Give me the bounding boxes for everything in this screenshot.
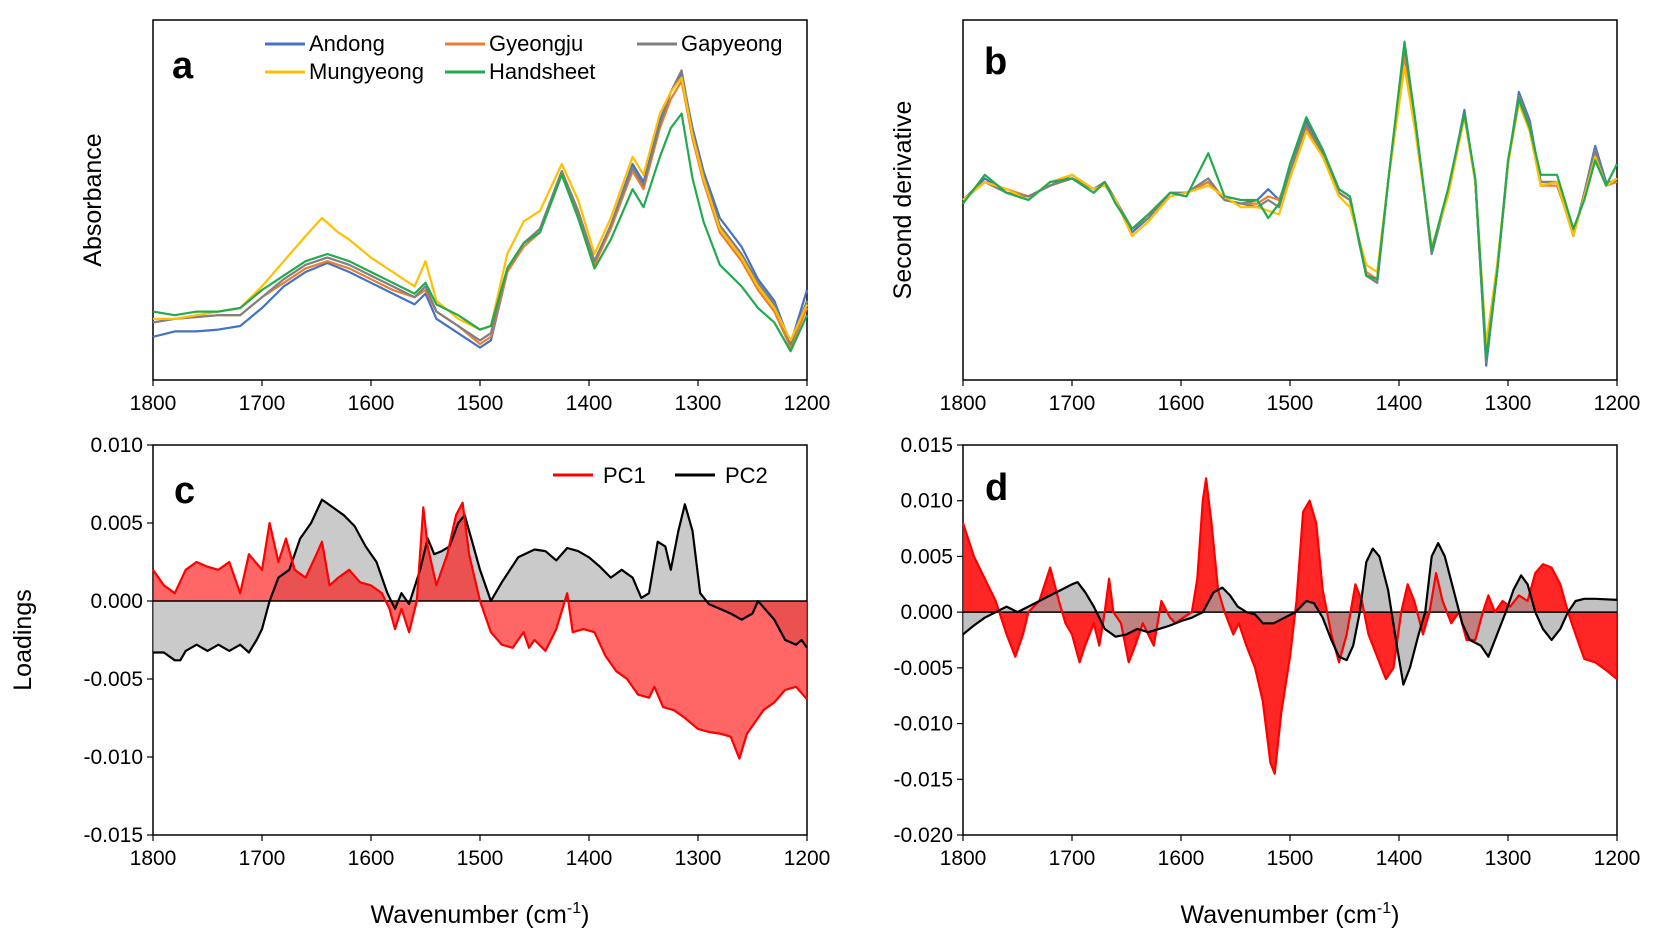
panel-c-x-axis-title-superscript: -1	[567, 900, 581, 917]
panel-c-y-axis-title: Loadings	[9, 589, 37, 690]
x-tick-label: 1200	[784, 847, 831, 870]
legend-label-gyeongju: Gyeongju	[489, 31, 583, 56]
x-tick-label: 1800	[940, 847, 987, 870]
series-line-gapyeong	[152, 69, 809, 346]
x-tick-label: 1200	[1594, 392, 1641, 415]
panel-a: 1800 1700 1600 1500 1400 1300 1200 Absorbance …	[79, 19, 831, 415]
panel-d-letter: d	[985, 467, 1008, 509]
series-line-pc1	[961, 477, 1618, 775]
panel-d-x-axis-title: Wavenumber (cm-1)	[1181, 900, 1400, 929]
legend-label-mungyeong: Mungyeong	[309, 59, 424, 84]
y-tick-label: 0.010	[900, 490, 953, 513]
panel-c-x-axis-title: Wavenumber (cm-1)	[371, 900, 590, 929]
legend-label-gapyeong: Gapyeong	[681, 31, 783, 56]
y-tick-label: -0.010	[893, 713, 953, 736]
y-tick-label: -0.010	[83, 746, 143, 769]
x-tick-label: 1200	[1594, 847, 1641, 870]
y-tick-label: 0.000	[900, 601, 953, 624]
x-tick-label: 1800	[130, 847, 177, 870]
series-line-pc1	[152, 501, 808, 760]
y-tick-label: 0.015	[900, 434, 953, 457]
panel-b-y-axis-title: Second derivative	[889, 101, 917, 300]
y-tick-label: 0.010	[90, 434, 143, 457]
series-line-mungyeong	[962, 65, 1618, 346]
y-tick-label: -0.005	[893, 657, 953, 680]
x-tick-label: 1300	[1485, 847, 1532, 870]
panel-d-y-tick-labels: 0.015 0.010 0.005 0.000 -0.005 -0.010 -0.015 -0…	[893, 434, 963, 847]
legend-label-pc2: PC2	[725, 463, 768, 488]
panel-b-plot-area	[962, 19, 1618, 381]
panel-c-x-tick-labels: 1800 1700 1600 1500 1400 1300 1200	[130, 835, 831, 870]
panel-d-x-axis-title-main: Wavenumber (cm	[1181, 901, 1377, 929]
panel-c-letter: c	[174, 470, 195, 512]
panel-c-x-axis-title-main: Wavenumber (cm	[371, 901, 567, 929]
panel-a-letter: a	[172, 45, 194, 87]
series-line-pc2	[153, 498, 808, 662]
x-tick-label: 1500	[457, 847, 504, 870]
panel-d-series-areas	[961, 477, 1618, 775]
x-tick-label: 1500	[457, 392, 504, 415]
x-tick-label: 1300	[675, 392, 722, 415]
series-line-gyeongju	[152, 80, 809, 349]
x-tick-label: 1200	[784, 392, 831, 415]
panel-c: 0.010 0.005 0.000 -0.005 -0.010 -0.015 1800 17…	[9, 434, 830, 929]
series-line-handsheet	[152, 112, 809, 353]
x-tick-label: 1500	[1267, 847, 1314, 870]
x-tick-label: 1500	[1267, 392, 1314, 415]
x-tick-label: 1800	[940, 392, 987, 415]
panel-c-x-axis-title-close: )	[581, 901, 589, 929]
panel-c-series-areas	[152, 498, 808, 760]
panel-c-y-tick-labels: 0.010 0.005 0.000 -0.005 -0.010 -0.015	[83, 434, 153, 847]
y-tick-label: 0.005	[900, 545, 953, 568]
x-tick-label: 1400	[566, 847, 613, 870]
panel-d: 0.015 0.010 0.005 0.000 -0.005 -0.010 -0.015 -0…	[893, 434, 1640, 929]
panel-a-y-axis-title: Absorbance	[79, 133, 107, 266]
panel-a-legend: Andong Gyeongju Gapyeong Mungyeong Hands…	[265, 31, 783, 84]
series-area-pc2	[153, 499, 807, 661]
series-line-mungyeong	[153, 76, 809, 342]
y-tick-label: -0.020	[893, 824, 953, 847]
x-tick-label: 1400	[1376, 392, 1423, 415]
series-area-pc1	[153, 502, 807, 759]
panel-a-series-lines	[152, 69, 809, 353]
y-tick-label: -0.005	[83, 668, 143, 691]
legend-label-handsheet: Handsheet	[489, 59, 595, 84]
series-area-pc1	[963, 478, 1617, 774]
panel-b-letter: b	[984, 41, 1007, 83]
x-tick-label: 1600	[348, 847, 395, 870]
x-tick-label: 1600	[348, 392, 395, 415]
x-tick-label: 1800	[130, 392, 177, 415]
panel-d-x-tick-labels: 1800 1700 1600 1500 1400 1300 1200	[940, 835, 1641, 870]
x-tick-label: 1300	[1485, 392, 1532, 415]
legend-label-andong: Andong	[309, 31, 385, 56]
x-tick-label: 1600	[1158, 392, 1205, 415]
series-line-handsheet	[962, 40, 1618, 360]
x-tick-label: 1700	[239, 847, 286, 870]
y-tick-label: 0.000	[90, 590, 143, 613]
x-tick-label: 1400	[566, 392, 613, 415]
x-tick-label: 1600	[1158, 847, 1205, 870]
panel-d-x-axis-title-superscript: -1	[1377, 900, 1391, 917]
y-tick-label: 0.005	[90, 512, 143, 535]
panel-d-x-axis-title-close: )	[1391, 901, 1399, 929]
panel-a-x-tick-labels: 1800 1700 1600 1500 1400 1300 1200	[130, 380, 831, 415]
x-tick-label: 1700	[1049, 392, 1096, 415]
x-tick-label: 1700	[239, 392, 286, 415]
panel-b: 1800 1700 1600 1500 1400 1300 1200 Second deri…	[889, 19, 1641, 415]
panel-b-x-tick-labels: 1800 1700 1600 1500 1400 1300 1200	[940, 380, 1641, 415]
panel-c-legend: PC1 PC2	[553, 463, 768, 488]
x-tick-label: 1300	[675, 847, 722, 870]
x-tick-label: 1700	[1049, 847, 1096, 870]
x-tick-label: 1400	[1376, 847, 1423, 870]
legend-label-pc1: PC1	[603, 463, 646, 488]
y-tick-label: -0.015	[893, 768, 953, 791]
y-tick-label: -0.015	[83, 824, 143, 847]
panel-b-series-lines	[962, 40, 1618, 367]
series-line-pc2	[962, 542, 1618, 686]
